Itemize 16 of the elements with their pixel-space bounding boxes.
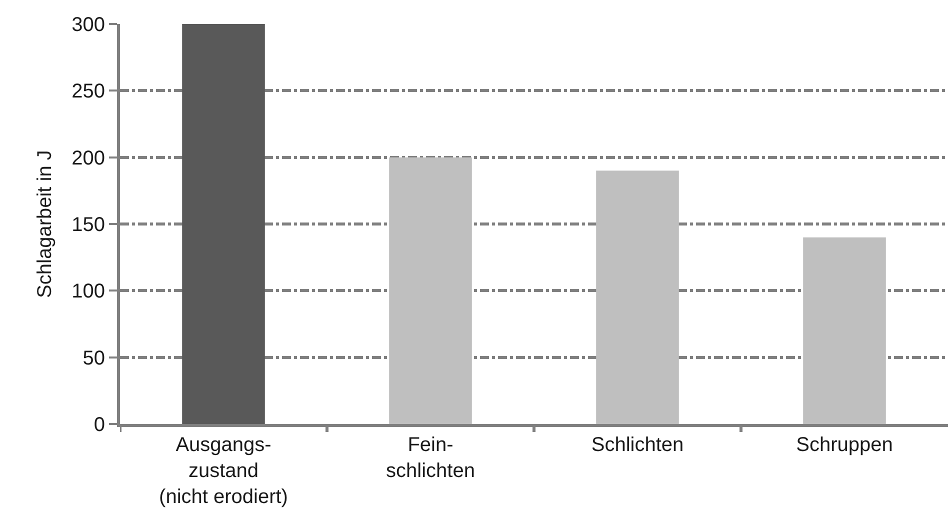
y-tick-label: 300 [72,14,105,36]
x-tick-label: Fein- schlichten [386,434,475,482]
bar [389,157,472,424]
y-tick-label: 100 [72,280,105,303]
x-tick-label: Schlichten [591,434,684,456]
y-tick-label: 50 [82,347,105,370]
x-tick-label: Ausgangs- zustand (nicht erodiert) [159,434,288,508]
y-tick-label: 250 [72,80,105,103]
bar [596,170,679,424]
bar [182,24,265,424]
y-tick-label: 150 [72,214,105,236]
y-tick-label: 200 [72,147,105,170]
bar [803,237,886,424]
x-tick-label: Schruppen [796,434,893,456]
y-axis-title: Schlagarbeit in J [34,150,56,298]
y-tick-label: 0 [94,414,105,436]
